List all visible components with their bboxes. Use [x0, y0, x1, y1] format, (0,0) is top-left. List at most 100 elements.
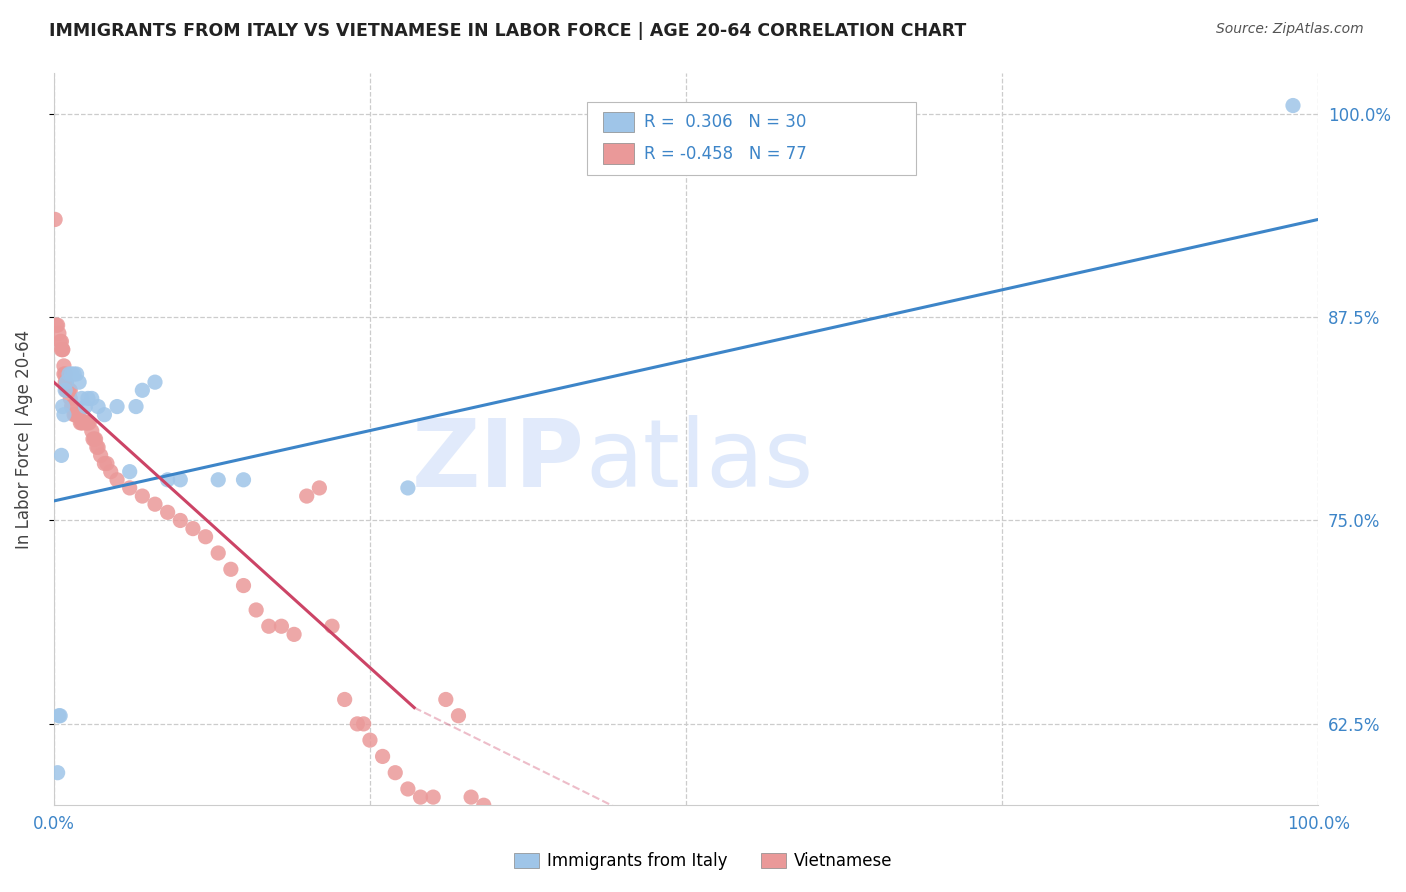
Point [77, 416, 100, 430]
Point [105, 400, 128, 414]
Point [169, 473, 191, 487]
Point [353, 717, 375, 731]
Point [434, 692, 457, 706]
Point [75, 416, 97, 430]
Point [44, 212, 66, 227]
Point [308, 481, 330, 495]
Point [105, 473, 128, 487]
Point [53, 367, 76, 381]
Point [65, 408, 87, 422]
Point [83, 432, 105, 446]
Point [63, 367, 86, 381]
Point [93, 457, 115, 471]
Point [65, 367, 87, 381]
Point [80, 424, 103, 438]
Point [60, 367, 83, 381]
Point [87, 400, 110, 414]
Point [84, 432, 107, 446]
Point [87, 440, 110, 454]
Point [125, 400, 148, 414]
Bar [603, 112, 634, 132]
Point [371, 749, 394, 764]
Point [143, 375, 166, 389]
Point [49, 708, 72, 723]
Point [55, 375, 77, 389]
Point [55, 384, 77, 398]
Point [257, 619, 280, 633]
Point [409, 790, 432, 805]
Point [321, 619, 343, 633]
Point [67, 408, 90, 422]
Point [46, 318, 69, 333]
Point [52, 367, 75, 381]
Point [485, 814, 508, 829]
Point [118, 481, 141, 495]
Text: atlas: atlas [585, 415, 813, 507]
Point [384, 765, 406, 780]
Point [1282, 98, 1305, 112]
Y-axis label: In Labor Force | Age 20-64: In Labor Force | Age 20-64 [15, 329, 32, 549]
Text: 100.0%: 100.0% [1286, 815, 1350, 833]
Point [194, 530, 217, 544]
Point [53, 384, 76, 398]
Point [100, 465, 122, 479]
Point [86, 440, 108, 454]
Point [131, 384, 153, 398]
Point [346, 717, 368, 731]
Point [295, 489, 318, 503]
Point [69, 416, 91, 430]
Point [52, 400, 75, 414]
Text: 0.0%: 0.0% [32, 815, 75, 833]
Point [58, 384, 80, 398]
Point [181, 522, 204, 536]
Point [359, 733, 381, 747]
Point [77, 392, 100, 406]
Point [207, 546, 229, 560]
Bar [603, 144, 634, 164]
Point [52, 343, 75, 357]
Point [333, 692, 356, 706]
Point [55, 375, 77, 389]
Point [52, 343, 75, 357]
Point [70, 416, 93, 430]
Point [77, 416, 100, 430]
Point [65, 408, 87, 422]
Text: R =  0.306   N = 30: R = 0.306 N = 30 [644, 113, 807, 131]
Point [422, 790, 444, 805]
Point [46, 765, 69, 780]
Point [52, 359, 75, 373]
Text: IMMIGRANTS FROM ITALY VS VIETNAMESE IN LABOR FORCE | AGE 20-64 CORRELATION CHART: IMMIGRANTS FROM ITALY VS VIETNAMESE IN L… [49, 22, 966, 40]
Point [118, 465, 141, 479]
Point [58, 367, 80, 381]
Text: ZIP: ZIP [412, 415, 585, 507]
Point [396, 481, 419, 495]
Point [447, 708, 470, 723]
Point [53, 375, 76, 389]
Point [472, 798, 495, 813]
Point [52, 408, 75, 422]
Point [396, 781, 419, 796]
Point [45, 318, 67, 333]
Point [62, 400, 84, 414]
Point [270, 619, 292, 633]
Point [48, 326, 70, 341]
Point [283, 627, 305, 641]
Point [80, 392, 103, 406]
Point [207, 473, 229, 487]
Point [59, 392, 82, 406]
Point [90, 449, 112, 463]
Point [72, 416, 94, 430]
Point [219, 562, 242, 576]
Legend: Immigrants from Italy, Vietnamese: Immigrants from Italy, Vietnamese [506, 846, 900, 877]
Point [51, 343, 73, 357]
FancyBboxPatch shape [588, 103, 917, 176]
Point [51, 449, 73, 463]
Point [143, 497, 166, 511]
Point [232, 473, 254, 487]
Point [51, 334, 73, 349]
Point [93, 408, 115, 422]
Point [156, 473, 179, 487]
Point [245, 603, 267, 617]
Point [232, 578, 254, 592]
Point [67, 375, 90, 389]
